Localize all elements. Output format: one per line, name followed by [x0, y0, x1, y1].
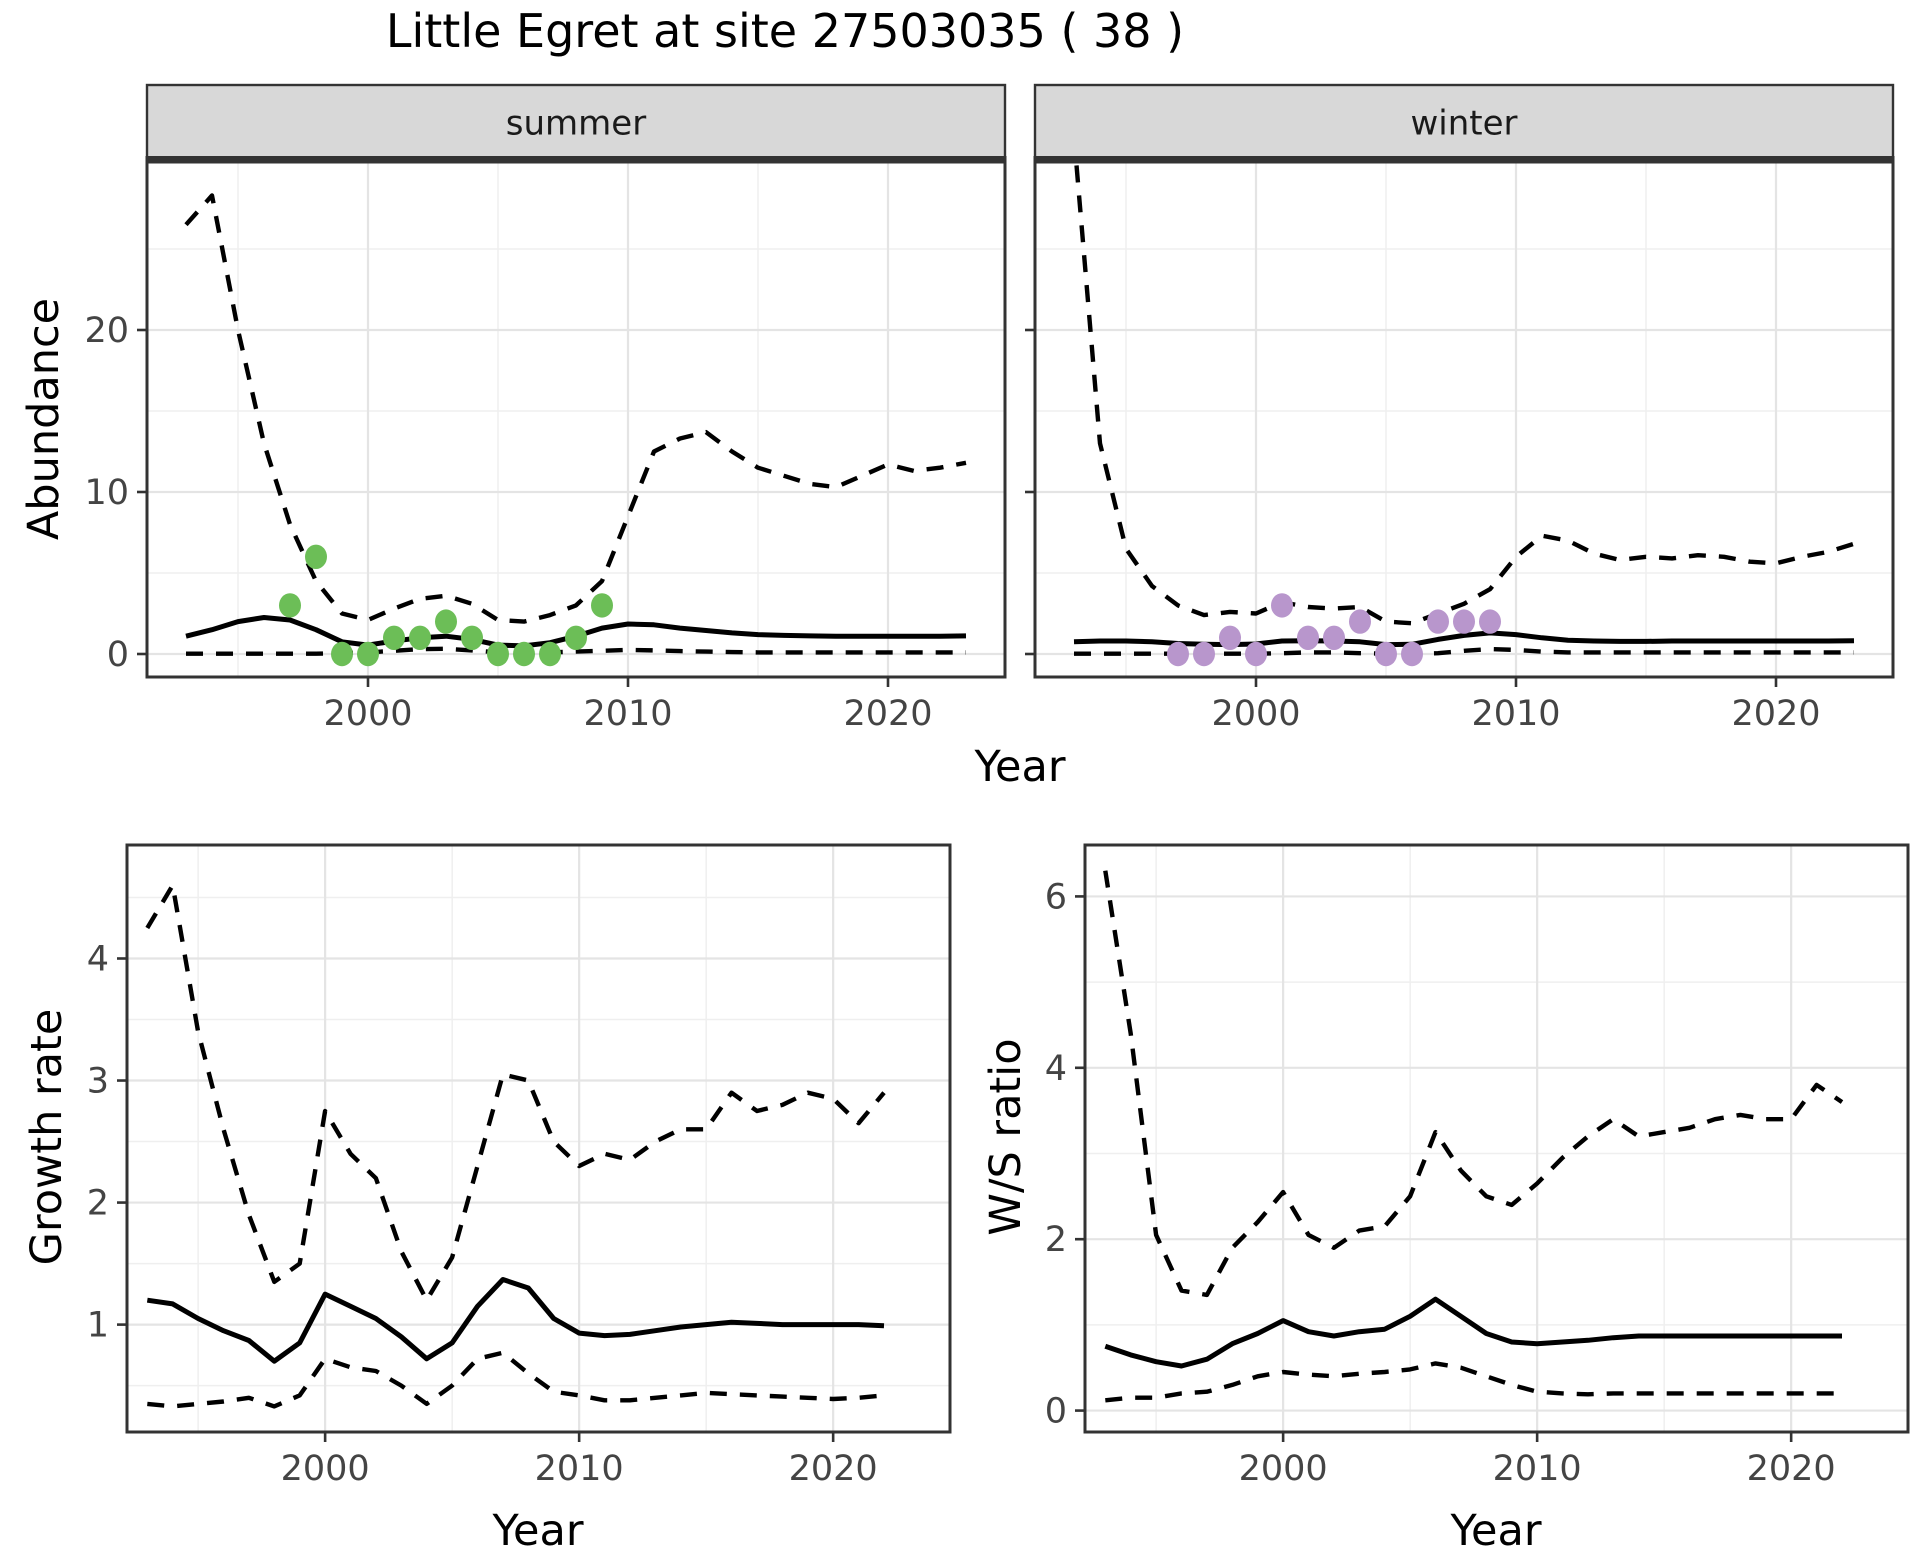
- growth-rate-panel-border: [125, 843, 952, 1434]
- abundance-winter-panel: [1035, 162, 1893, 677]
- year-axis-label-top: Year: [974, 742, 1066, 792]
- y-tick-label: 2: [87, 1184, 109, 1224]
- abundance-summer-panel: [147, 162, 1005, 677]
- abundance-winter-observed-point: [1401, 641, 1423, 667]
- x-tick-label: 2010: [1493, 1449, 1582, 1489]
- abundance-summer-panel-group: 2000 2010 2020 0 10 20 summer: [84, 83, 1007, 734]
- facet-strip-label: summer: [506, 104, 646, 144]
- ws-ratio-series: [1103, 870, 1844, 1403]
- abundance-summer-observed-point: [305, 544, 327, 569]
- abundance-winter-observed-point: [1245, 641, 1267, 667]
- y-tick-label: 0: [1045, 1392, 1067, 1432]
- abundance-summer-observed-point: [461, 625, 483, 650]
- abundance-winter-observed-point: [1297, 625, 1319, 650]
- abundance-winter-observed-point: [1271, 593, 1293, 618]
- x-tick-label: 2020: [789, 1449, 878, 1489]
- abundance-summer-observed-point: [591, 593, 613, 618]
- abundance-winter-observed-point: [1427, 609, 1449, 634]
- abundance-winter-upper_ci-line: [1074, 162, 1855, 626]
- abundance-summer-observed-point: [331, 641, 353, 667]
- y-tick-label: 1: [87, 1306, 109, 1346]
- abundance-winter-observed-point: [1167, 641, 1189, 667]
- abundance-winter-panel-group: 2000 2010 2020 winter: [1025, 83, 1895, 734]
- growth-rate-mean-line: [146, 1277, 885, 1364]
- y-tick-label: 2: [1045, 1220, 1067, 1260]
- abundance-winter-observed-point: [1375, 641, 1397, 667]
- abundance-summer-observed-point: [487, 641, 509, 667]
- ws-ratio-mean-line: [1104, 1296, 1842, 1369]
- y-tick-label: 4: [1045, 1049, 1067, 1089]
- figure-title: Little Egret at site 27503035 ( 38 ): [385, 4, 1185, 58]
- abundance-winter-observed-point: [1479, 609, 1501, 634]
- y-tick-label: 4: [87, 939, 109, 979]
- abundance-winter-observed-point: [1193, 641, 1215, 667]
- x-tick-label: 2000: [281, 1449, 370, 1489]
- ws-ratio-panel: [1085, 845, 1908, 1432]
- x-tick-label: 2000: [323, 694, 412, 734]
- x-tick-label: 2010: [583, 694, 672, 734]
- ws-ratio-lower_ci-line: [1105, 1361, 1842, 1403]
- growth-rate-panel-group: 2000 2010 2020 1 2 3 4: [87, 843, 952, 1489]
- abundance-summer-facet-strip: [145, 83, 1007, 160]
- y-tick-label: 20: [84, 311, 129, 351]
- year-axis-label-bottom-right: Year: [1450, 1506, 1542, 1556]
- x-tick-label: 2010: [535, 1449, 624, 1489]
- abundance-summer-observed-point: [409, 625, 431, 650]
- abundance-winter-observed-point: [1219, 625, 1241, 650]
- abundance-winter-observed-point: [1453, 609, 1475, 634]
- x-tick-label: 2020: [1731, 694, 1820, 734]
- y-tick-label: 3: [87, 1062, 109, 1102]
- x-tick-label: 2000: [1239, 1449, 1328, 1489]
- year-axis-label-bottom-left: Year: [492, 1506, 584, 1556]
- abundance-summer-observed-point: [435, 609, 457, 634]
- abundance-winter-observed-point: [1323, 625, 1345, 650]
- facet-strip-underline: [145, 156, 1007, 163]
- abundance-summer-observed-point: [357, 641, 379, 667]
- facet-strip-label: winter: [1410, 104, 1517, 144]
- abundance-winter-facet-strip: [1033, 83, 1895, 160]
- abundance-winter-observed-point: [1349, 609, 1371, 634]
- abundance-summer-observed-point: [565, 625, 587, 650]
- facet-strip-underline: [1033, 156, 1895, 163]
- abundance-summer-observed-point: [513, 641, 535, 667]
- growth-rate-upper_ci-line: [145, 883, 886, 1303]
- y-tick-label: 0: [107, 635, 129, 675]
- abundance-summer-observed-point: [383, 625, 405, 650]
- x-tick-label: 2020: [1747, 1449, 1836, 1489]
- x-tick-label: 2010: [1471, 694, 1560, 734]
- growth-rate-series: [145, 883, 886, 1409]
- abundance-summer-observed-point: [539, 641, 561, 667]
- ws-ratio-panel-group: 2000 2010 2020 0 2 4 6: [1045, 843, 1910, 1489]
- abundance-summer-upper_ci-line: [184, 193, 967, 624]
- abundance-summer-lower_ci-line: [186, 646, 966, 656]
- abundance-summer-observed-point: [279, 593, 301, 618]
- x-tick-label: 2000: [1211, 694, 1300, 734]
- growth-rate-panel: [127, 845, 950, 1432]
- y-tick-label: 10: [84, 473, 129, 513]
- ws-ratio-upper_ci-line: [1103, 870, 1844, 1298]
- growth-rate-lower_ci-line: [147, 1350, 885, 1409]
- ws-ratio-panel-border: [1083, 843, 1910, 1434]
- y-tick-label: 6: [1045, 877, 1067, 917]
- x-tick-label: 2020: [843, 694, 932, 734]
